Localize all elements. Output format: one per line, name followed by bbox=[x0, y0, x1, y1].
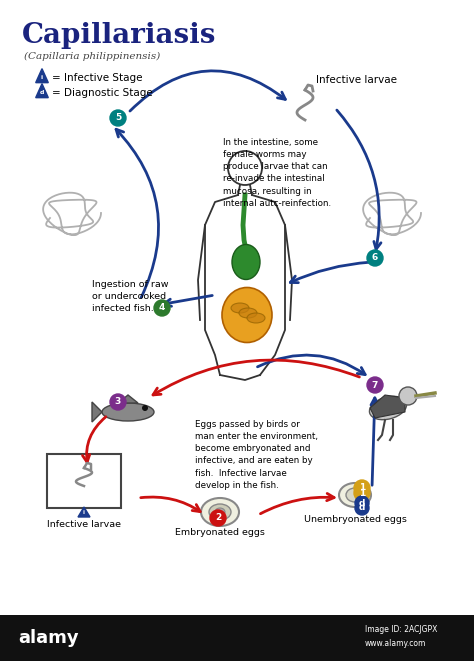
Circle shape bbox=[399, 387, 417, 405]
Ellipse shape bbox=[369, 397, 407, 420]
Text: Infective larvae: Infective larvae bbox=[316, 75, 397, 85]
FancyArrowPatch shape bbox=[164, 295, 212, 306]
FancyArrowPatch shape bbox=[141, 497, 200, 512]
Polygon shape bbox=[92, 402, 102, 422]
Ellipse shape bbox=[231, 303, 249, 313]
Text: d: d bbox=[359, 504, 365, 512]
Text: Unembryonated eggs: Unembryonated eggs bbox=[303, 515, 406, 524]
Ellipse shape bbox=[102, 403, 154, 421]
Circle shape bbox=[142, 405, 148, 411]
FancyArrowPatch shape bbox=[371, 398, 378, 485]
Text: 6: 6 bbox=[372, 254, 378, 262]
Circle shape bbox=[154, 300, 170, 316]
Text: Capillariasis: Capillariasis bbox=[22, 22, 216, 49]
Polygon shape bbox=[78, 507, 90, 517]
Circle shape bbox=[355, 501, 369, 515]
Ellipse shape bbox=[346, 488, 364, 502]
Polygon shape bbox=[36, 69, 48, 83]
Circle shape bbox=[354, 480, 370, 496]
Polygon shape bbox=[370, 395, 405, 418]
Bar bbox=[0, 615, 474, 661]
Text: d: d bbox=[40, 91, 44, 95]
Text: www.alamy.com: www.alamy.com bbox=[365, 639, 427, 648]
Ellipse shape bbox=[222, 288, 272, 342]
Circle shape bbox=[355, 496, 369, 510]
Text: (Capillaria philippinensis): (Capillaria philippinensis) bbox=[24, 52, 160, 61]
FancyArrowPatch shape bbox=[130, 71, 285, 111]
Text: 7: 7 bbox=[372, 381, 378, 389]
Ellipse shape bbox=[201, 498, 239, 526]
Text: Embryonated eggs: Embryonated eggs bbox=[175, 528, 265, 537]
FancyBboxPatch shape bbox=[47, 454, 121, 508]
Circle shape bbox=[210, 510, 226, 526]
Text: In the intestine, some
female worms may
produce larvae that can
re-invade the in: In the intestine, some female worms may … bbox=[223, 138, 331, 208]
FancyArrowPatch shape bbox=[290, 262, 370, 283]
Text: i: i bbox=[83, 510, 85, 516]
FancyArrowPatch shape bbox=[116, 130, 158, 297]
Text: 1: 1 bbox=[359, 488, 365, 498]
Text: = Diagnostic Stage: = Diagnostic Stage bbox=[52, 88, 153, 98]
Ellipse shape bbox=[209, 504, 231, 520]
Text: 1: 1 bbox=[359, 483, 365, 492]
FancyArrowPatch shape bbox=[82, 417, 106, 462]
Text: Ingestion of raw
or undercooked
infected fish.: Ingestion of raw or undercooked infected… bbox=[92, 280, 168, 313]
FancyArrowPatch shape bbox=[337, 110, 381, 249]
Circle shape bbox=[110, 110, 126, 126]
Text: = Infective Stage: = Infective Stage bbox=[52, 73, 143, 83]
Text: 2: 2 bbox=[215, 514, 221, 522]
Text: d: d bbox=[359, 498, 365, 508]
Circle shape bbox=[354, 485, 370, 501]
Polygon shape bbox=[118, 395, 138, 403]
Polygon shape bbox=[36, 84, 48, 98]
Text: Infective larvae: Infective larvae bbox=[47, 520, 121, 529]
Text: Image ID: 2ACJGPX: Image ID: 2ACJGPX bbox=[365, 625, 438, 635]
Circle shape bbox=[110, 394, 126, 410]
Ellipse shape bbox=[232, 245, 260, 280]
Text: 4: 4 bbox=[159, 303, 165, 313]
Text: 5: 5 bbox=[115, 114, 121, 122]
FancyArrowPatch shape bbox=[260, 494, 334, 514]
Ellipse shape bbox=[247, 313, 265, 323]
Text: i: i bbox=[41, 75, 43, 80]
Ellipse shape bbox=[239, 308, 257, 318]
Text: 3: 3 bbox=[115, 397, 121, 407]
FancyArrowPatch shape bbox=[153, 360, 359, 395]
FancyArrowPatch shape bbox=[257, 355, 365, 375]
Ellipse shape bbox=[215, 508, 225, 516]
Ellipse shape bbox=[339, 483, 371, 507]
Text: Eggs passed by birds or
man enter the environment,
become embryonated and
infect: Eggs passed by birds or man enter the en… bbox=[195, 420, 318, 490]
Text: alamy: alamy bbox=[18, 629, 79, 647]
Circle shape bbox=[367, 377, 383, 393]
Circle shape bbox=[367, 250, 383, 266]
